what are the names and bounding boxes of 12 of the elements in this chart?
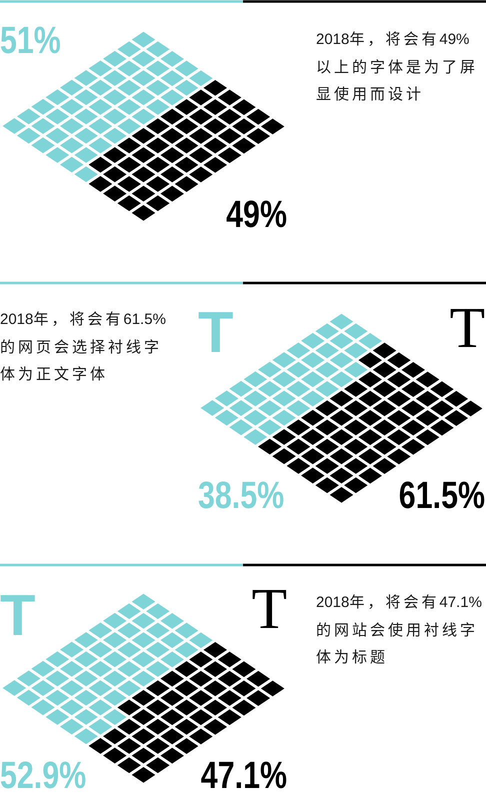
data-label: 61.5% [398, 474, 485, 517]
category-label: T [252, 576, 287, 641]
category-label: T [450, 295, 485, 360]
category-label: T [198, 300, 234, 365]
data-label: 52.9% [0, 754, 86, 797]
text: 2018年，将会有47.1%的网站会使用衬线字体为标题 [316, 593, 483, 668]
data-label: 38.5% [198, 474, 284, 517]
text: 2018年，将会有49%以上的字体是为了屏显使用而设计 [316, 30, 479, 105]
data-label: 51% [0, 20, 61, 62]
data-label: 49% [226, 194, 287, 236]
category-label: T [0, 583, 36, 648]
data-label: 47.1% [200, 754, 287, 797]
